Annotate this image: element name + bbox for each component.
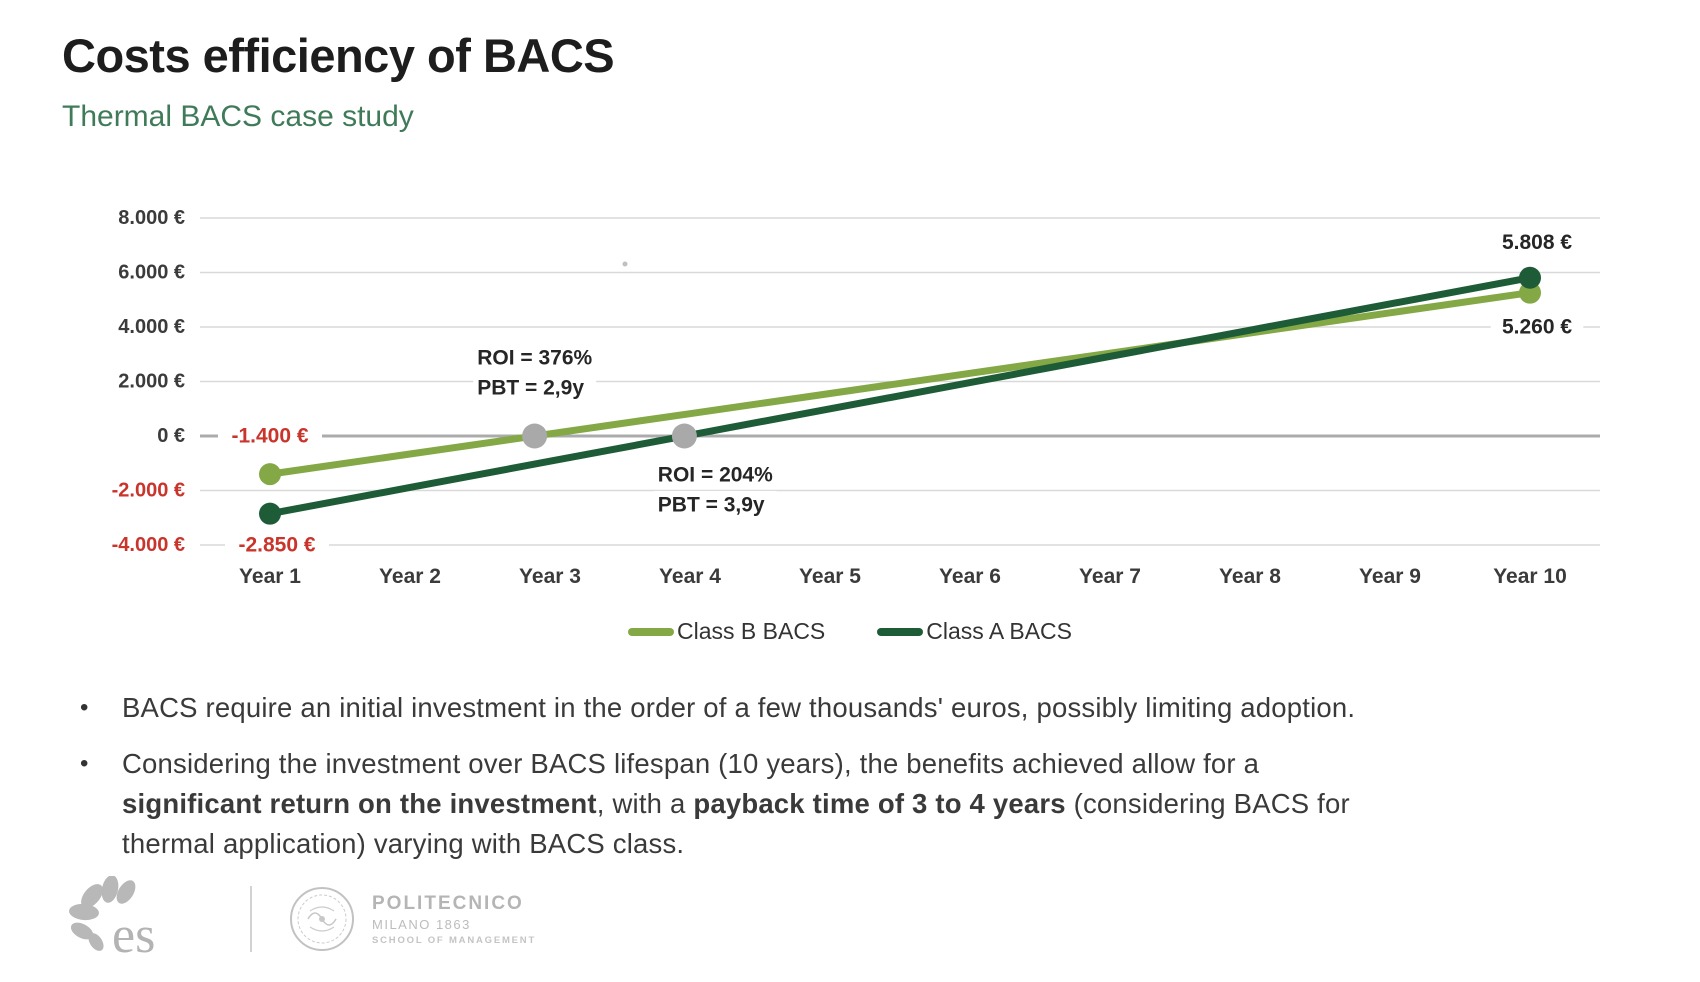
breakeven-annotation: PBT = 3,9y: [658, 493, 765, 516]
chart-canvas: 8.000 € 6.000 € 4.000 € 2.000 € 0 € -2.000 € -…: [112, 207, 1600, 588]
x-tick-label: Year 4: [659, 565, 721, 588]
annotation-bg: [653, 490, 777, 519]
data-label: -2.850 €: [238, 534, 315, 557]
politecnico-seal-icon: [290, 887, 354, 951]
class-b-line-swatch: [628, 627, 674, 636]
data-label-bg: [1490, 314, 1584, 340]
x-tick-label: Year 9: [1359, 565, 1421, 588]
x-tick-label: Year 8: [1219, 565, 1281, 588]
x-tick-label: Year 1: [239, 565, 301, 588]
annotation-bg: [653, 460, 777, 489]
y-tick-label: 2.000 €: [118, 371, 185, 393]
bullet-item: • Considering the investment over BACS l…: [70, 744, 1650, 864]
x-tick-label: Year 5: [799, 565, 861, 588]
class-a-line-swatch: [877, 627, 924, 636]
bullet-text: BACS require an initial investment in th…: [122, 688, 1355, 728]
y-tick-label: 0 €: [157, 425, 185, 447]
footer-logos: es POLITECNICO MILANO 1863 SCHOOL OF MAN…: [58, 876, 536, 962]
legend-label-class-a: Class A BACS: [926, 618, 1072, 644]
text-segment: BACS require an initial investment in th…: [122, 692, 1356, 723]
bullet-marker: •: [80, 750, 89, 777]
legend-label-class-b: Class B BACS: [677, 618, 826, 644]
speck-artifact: [622, 261, 628, 267]
breakeven-annotation: PBT = 2,9y: [477, 377, 584, 400]
series-endpoint-marker-class-b-bacs: [259, 463, 281, 486]
annotation-bg: [473, 374, 597, 403]
x-tick-label: Year 2: [379, 565, 441, 588]
text-segment: thermal application) varying with BACS c…: [122, 828, 685, 859]
bullet-list: • BACS require an initial investment in …: [70, 688, 1650, 880]
bullet-text: Considering the investment over BACS lif…: [122, 744, 1350, 864]
page-subtitle: Thermal BACS case study: [62, 100, 414, 133]
breakeven-annotation: ROI = 376%: [477, 347, 592, 370]
x-tick-label: Year 7: [1079, 565, 1141, 588]
data-label: -1.400 €: [231, 425, 308, 448]
politecnico-milano: MILANO 1863: [372, 916, 471, 932]
data-label: 5.260 €: [1502, 316, 1572, 339]
text-segment: , with a: [596, 788, 694, 819]
breakeven-annotation: ROI = 204%: [658, 463, 773, 486]
x-tick-label: Year 6: [939, 565, 1001, 588]
x-tick-label: Year 10: [1493, 565, 1567, 588]
politecnico-logo: POLITECNICO MILANO 1863 SCHOOL OF MANAGE…: [286, 883, 536, 955]
y-tick-label: -2.000 €: [112, 480, 185, 502]
page-title: Costs efficiency of BACS: [62, 29, 615, 82]
series-endpoint-marker-class-a-bacs: [1519, 266, 1541, 289]
x-tick-label: Year 3: [519, 565, 581, 588]
y-tick-label: 6.000 €: [118, 262, 185, 284]
y-tick-label: -4.000 €: [112, 534, 185, 556]
text-segment: payback time of 3 to 4 years: [693, 788, 1066, 819]
cost-efficiency-chart: 8.000 € 6.000 € 4.000 € 2.000 € 0 € -2.000 € -…: [70, 185, 1630, 605]
es-logo: es: [69, 876, 155, 962]
bullet-item: • BACS require an initial investment in …: [70, 688, 1650, 728]
es-logo-text: es: [112, 907, 155, 962]
bullet-marker: •: [80, 694, 89, 721]
breakeven-marker-class-a-bacs: [671, 423, 697, 449]
text-segment: Considering the investment over BACS lif…: [122, 748, 1260, 779]
breakeven-marker-class-b-bacs: [522, 423, 548, 449]
text-segment: significant return on the investment: [122, 788, 597, 819]
series-line-class-a-bacs: [269, 274, 1531, 518]
y-tick-label: 4.000 €: [118, 316, 185, 338]
legend-item-class-a: Class A BACS: [877, 618, 1072, 645]
text-segment: (considering BACS for: [1065, 788, 1350, 819]
series-line-class-b-bacs: [269, 289, 1531, 478]
legend-item-class-b: Class B BACS: [628, 618, 825, 645]
footer-divider: [250, 886, 252, 952]
data-label: 5.808 €: [1502, 231, 1572, 254]
politecnico-school: SCHOOL OF MANAGEMENT: [372, 934, 537, 946]
annotation-bg: [473, 344, 597, 373]
data-label-bg: [218, 423, 322, 449]
series-endpoint-marker-class-a-bacs: [259, 502, 281, 525]
politecnico-name: POLITECNICO: [372, 892, 524, 914]
y-tick-label: 8.000 €: [118, 207, 185, 229]
chart-legend: Class B BACS Class A BACS: [70, 618, 1630, 645]
data-label-bg: [225, 532, 329, 558]
